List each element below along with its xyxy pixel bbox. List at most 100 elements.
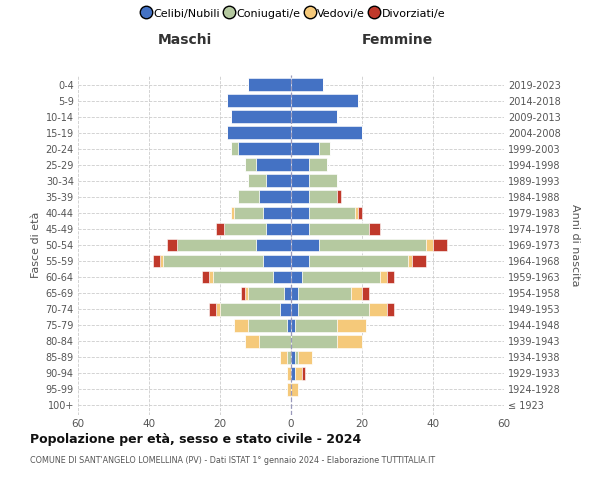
Bar bbox=[337, 190, 341, 203]
Bar bbox=[291, 302, 298, 316]
Bar bbox=[291, 158, 309, 171]
Bar bbox=[209, 270, 213, 283]
Bar bbox=[309, 254, 408, 268]
Y-axis label: Anni di nascita: Anni di nascita bbox=[571, 204, 580, 286]
Bar bbox=[309, 206, 355, 220]
Bar bbox=[337, 319, 365, 332]
Bar bbox=[291, 142, 319, 155]
Bar bbox=[309, 190, 337, 203]
Bar bbox=[259, 190, 291, 203]
Bar bbox=[280, 302, 291, 316]
Bar bbox=[241, 286, 245, 300]
Bar bbox=[291, 254, 309, 268]
Bar bbox=[309, 158, 326, 171]
Bar bbox=[298, 351, 313, 364]
Bar bbox=[295, 351, 298, 364]
Bar bbox=[230, 142, 238, 155]
Bar bbox=[358, 206, 362, 220]
Bar bbox=[319, 238, 426, 252]
Bar bbox=[291, 174, 309, 188]
Bar bbox=[291, 383, 298, 396]
Text: Maschi: Maschi bbox=[157, 34, 212, 48]
Bar bbox=[352, 286, 362, 300]
Bar bbox=[369, 222, 380, 235]
Bar bbox=[319, 142, 330, 155]
Bar bbox=[291, 206, 309, 220]
Bar bbox=[291, 78, 323, 91]
Bar bbox=[387, 270, 394, 283]
Text: Popolazione per età, sesso e stato civile - 2024: Popolazione per età, sesso e stato civil… bbox=[30, 432, 361, 446]
Bar bbox=[238, 190, 259, 203]
Bar bbox=[287, 319, 291, 332]
Bar bbox=[245, 158, 256, 171]
Bar bbox=[273, 270, 291, 283]
Bar bbox=[230, 110, 291, 123]
Bar bbox=[291, 238, 319, 252]
Bar bbox=[152, 254, 160, 268]
Bar bbox=[355, 206, 358, 220]
Bar bbox=[248, 78, 291, 91]
Bar bbox=[280, 351, 287, 364]
Text: Femmine: Femmine bbox=[362, 34, 433, 48]
Bar bbox=[163, 254, 263, 268]
Bar bbox=[234, 319, 248, 332]
Bar bbox=[248, 319, 287, 332]
Bar bbox=[209, 302, 217, 316]
Bar bbox=[412, 254, 426, 268]
Bar bbox=[217, 302, 220, 316]
Bar bbox=[309, 222, 369, 235]
Bar bbox=[298, 286, 352, 300]
Bar bbox=[256, 158, 291, 171]
Bar bbox=[298, 302, 369, 316]
Bar bbox=[224, 222, 266, 235]
Bar bbox=[287, 367, 291, 380]
Bar bbox=[266, 174, 291, 188]
Bar bbox=[387, 302, 394, 316]
Bar bbox=[291, 319, 295, 332]
Bar bbox=[259, 335, 291, 347]
Y-axis label: Fasce di età: Fasce di età bbox=[31, 212, 41, 278]
Bar bbox=[408, 254, 412, 268]
Bar bbox=[284, 286, 291, 300]
Bar bbox=[287, 383, 291, 396]
Bar bbox=[291, 126, 362, 139]
Bar bbox=[245, 286, 248, 300]
Bar bbox=[230, 206, 234, 220]
Bar bbox=[369, 302, 387, 316]
Bar bbox=[213, 270, 273, 283]
Bar bbox=[291, 270, 302, 283]
Bar bbox=[291, 335, 337, 347]
Bar bbox=[302, 270, 380, 283]
Bar bbox=[245, 335, 259, 347]
Bar bbox=[291, 286, 298, 300]
Bar bbox=[202, 270, 209, 283]
Bar bbox=[291, 222, 309, 235]
Bar bbox=[426, 238, 433, 252]
Bar bbox=[248, 286, 284, 300]
Legend: Celibi/Nubili, Coniugati/e, Vedovi/e, Divorziati/e: Celibi/Nubili, Coniugati/e, Vedovi/e, Di… bbox=[143, 8, 445, 19]
Bar bbox=[256, 238, 291, 252]
Bar bbox=[433, 238, 447, 252]
Bar bbox=[227, 94, 291, 107]
Bar bbox=[295, 367, 302, 380]
Bar bbox=[309, 174, 337, 188]
Bar bbox=[337, 335, 362, 347]
Bar bbox=[266, 222, 291, 235]
Bar bbox=[263, 206, 291, 220]
Bar bbox=[220, 302, 280, 316]
Bar bbox=[380, 270, 387, 283]
Bar bbox=[234, 206, 263, 220]
Bar bbox=[160, 254, 163, 268]
Bar bbox=[291, 94, 358, 107]
Bar bbox=[178, 238, 256, 252]
Bar bbox=[263, 254, 291, 268]
Text: COMUNE DI SANT'ANGELO LOMELLINA (PV) - Dati ISTAT 1° gennaio 2024 - Elaborazione: COMUNE DI SANT'ANGELO LOMELLINA (PV) - D… bbox=[30, 456, 435, 465]
Bar bbox=[362, 286, 369, 300]
Bar bbox=[238, 142, 291, 155]
Bar bbox=[248, 174, 266, 188]
Bar bbox=[302, 367, 305, 380]
Bar bbox=[167, 238, 178, 252]
Bar bbox=[227, 126, 291, 139]
Bar bbox=[287, 351, 291, 364]
Bar bbox=[291, 367, 295, 380]
